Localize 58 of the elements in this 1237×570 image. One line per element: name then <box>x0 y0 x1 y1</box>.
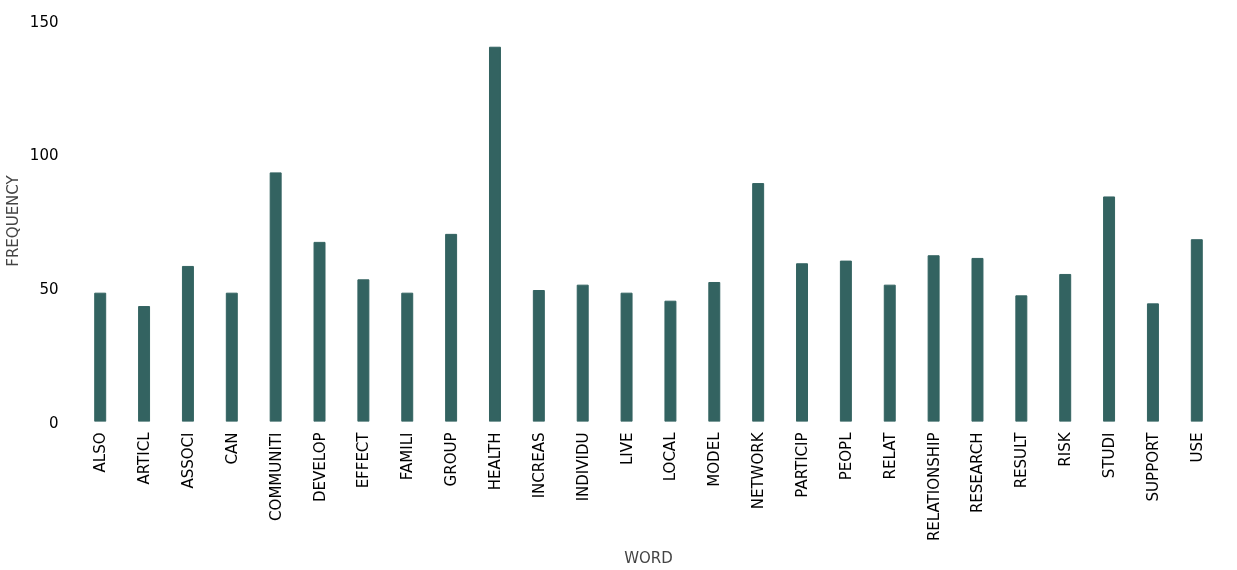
x-tick-label: SUPPORT <box>1143 431 1162 502</box>
bar <box>620 292 633 422</box>
bar <box>401 292 414 422</box>
y-axis-title: FREQUENCY <box>3 174 22 267</box>
x-tick-label: ALSO <box>91 432 110 473</box>
bar <box>445 233 458 422</box>
bar <box>1059 273 1072 422</box>
bar <box>664 300 677 422</box>
bar <box>1103 196 1116 422</box>
x-tick-label: MODEL <box>705 431 724 487</box>
bar <box>839 260 852 422</box>
bar <box>752 183 765 422</box>
bar <box>708 281 721 422</box>
x-tick-label: COMMUNITI <box>266 432 285 521</box>
x-axis-title: WORD <box>624 549 673 568</box>
bar <box>181 265 194 422</box>
x-tick-label: HEALTH <box>485 432 504 491</box>
bar <box>927 255 940 422</box>
y-tick-label: 150 <box>29 12 59 31</box>
bar <box>225 292 238 422</box>
x-tick-label: EFFECT <box>354 431 373 489</box>
bar <box>796 263 809 422</box>
x-tick-label: DEVELOP <box>310 432 329 502</box>
x-tick-label: NETWORK <box>749 431 768 510</box>
bar <box>94 292 107 422</box>
x-tick-label: ARTICL <box>135 431 154 485</box>
bar <box>138 306 151 422</box>
y-tick-label: 100 <box>29 146 59 165</box>
x-tick-label: PEOPL <box>836 431 855 481</box>
x-tick-label: RISK <box>1056 431 1075 467</box>
x-tick-label: FAMILI <box>398 432 417 481</box>
x-tick-label: PARTICIP <box>793 432 812 498</box>
bar <box>883 284 896 422</box>
x-tick-label: RESULT <box>1012 431 1031 489</box>
x-tick-label: STUDI <box>1100 432 1119 479</box>
x-tick-label: GROUP <box>442 432 461 487</box>
x-tick-label: RESEARCH <box>968 432 987 514</box>
bar <box>357 279 370 422</box>
y-tick-label: 50 <box>39 279 59 298</box>
x-tick-label: LIVE <box>617 432 636 466</box>
x-tick-label: USE <box>1187 432 1206 463</box>
bar <box>1146 303 1159 422</box>
bar <box>313 241 326 422</box>
bar <box>269 172 282 422</box>
x-tick-label: LOCAL <box>661 431 680 482</box>
x-tick-label: RELAT <box>880 431 899 480</box>
x-tick-label: ASSOCI <box>178 432 197 489</box>
bar <box>488 46 501 422</box>
bar <box>532 290 545 422</box>
y-tick-label: 0 <box>48 413 59 432</box>
bar <box>1190 239 1203 422</box>
bar <box>1015 295 1028 422</box>
x-tick-label: CAN <box>222 432 241 465</box>
x-tick-label: INDIVIDU <box>573 432 592 502</box>
bar <box>971 257 984 422</box>
x-tick-label: RELATIONSHIP <box>924 432 943 542</box>
x-tick-label: INCREAS <box>529 432 548 499</box>
bar <box>576 284 589 422</box>
